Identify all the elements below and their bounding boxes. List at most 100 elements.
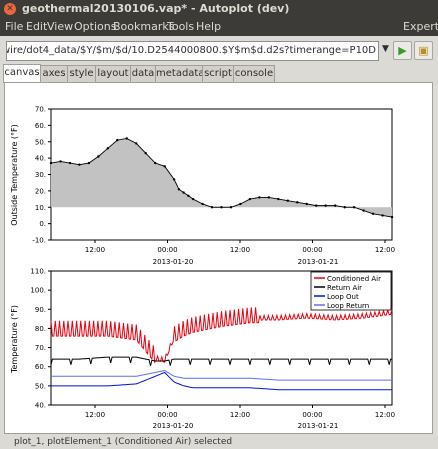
tab-data[interactable]: data bbox=[130, 65, 156, 82]
url-toolbar: y.net/~jbf/1wire/dot4_data/$Y/$m/$d/10.D… bbox=[0, 36, 438, 64]
go-button[interactable]: ▶ bbox=[393, 41, 412, 60]
top-point bbox=[296, 201, 299, 204]
top-point bbox=[248, 197, 252, 201]
tab-layout[interactable]: layout bbox=[95, 65, 131, 82]
top-point bbox=[87, 161, 91, 165]
plot-canvas[interactable]: 70. 60. 50. 40. 30. 20. 10. 0. -10. 12:00 00:00 12… bbox=[4, 82, 433, 434]
top-point bbox=[390, 215, 394, 219]
tab-canvas[interactable]: canvas bbox=[3, 64, 41, 83]
series-line-0 bbox=[50, 307, 393, 364]
top-point bbox=[59, 160, 62, 163]
chevron-down-icon[interactable]: ▼ bbox=[382, 44, 389, 54]
top-point bbox=[177, 188, 181, 191]
menu-bar: File Edit View Options Bookmarks Tools H… bbox=[0, 18, 438, 36]
top-point bbox=[187, 194, 190, 197]
top-point bbox=[191, 197, 195, 201]
tab-axes[interactable]: axes bbox=[40, 65, 68, 82]
browse-button[interactable]: ▣ bbox=[414, 41, 433, 60]
top-ytick-label: 50. bbox=[35, 138, 46, 146]
menu-options[interactable]: Options bbox=[74, 20, 117, 33]
top-x-ticks: 12:00 00:00 12:00 00:00 12:00 bbox=[85, 240, 395, 254]
top-point bbox=[144, 152, 147, 155]
top-point bbox=[267, 196, 271, 199]
top-point bbox=[343, 206, 346, 209]
top-point bbox=[371, 212, 375, 215]
window-title: geothermal20130106.vap* - Autoplot (dev) bbox=[22, 2, 290, 15]
menu-tools[interactable]: Tools bbox=[167, 20, 195, 33]
menu-expert[interactable]: Expert bbox=[403, 20, 438, 33]
top-point bbox=[163, 165, 166, 168]
top-point bbox=[286, 199, 290, 202]
series-line-1 bbox=[50, 356, 392, 366]
top-point bbox=[220, 206, 223, 209]
top-point bbox=[315, 204, 318, 207]
close-icon[interactable]: ✕ bbox=[4, 3, 16, 15]
plots-svg[interactable]: 70.60.50.40.30.20.10.0.-10. 12:00 00:00 12… bbox=[5, 83, 432, 433]
top-point bbox=[116, 138, 119, 142]
top-point bbox=[182, 191, 185, 194]
menu-bookmarks[interactable]: Bookmarks bbox=[113, 20, 175, 33]
bottom-ytick-label: 50. bbox=[35, 382, 46, 390]
bottom-ytick-label: 110. bbox=[30, 268, 46, 276]
top-point bbox=[239, 202, 242, 206]
top-date-1: 2013-01-20 bbox=[153, 258, 194, 266]
bottom-ytick-label: 40. bbox=[35, 402, 46, 410]
play-icon: ▶ bbox=[398, 44, 407, 57]
bottom-ytick-label: 100. bbox=[30, 287, 46, 295]
tab-bar: canvas axes style layout data metadata s… bbox=[0, 64, 438, 83]
bottom-plot-frame bbox=[50, 270, 393, 406]
top-ytick-label: 0. bbox=[39, 220, 46, 228]
menu-file[interactable]: File bbox=[5, 20, 24, 33]
menu-help[interactable]: Help bbox=[196, 20, 222, 33]
top-point bbox=[106, 147, 110, 150]
top-ytick-label: 40. bbox=[35, 155, 46, 163]
top-xtick-label: 12:00 bbox=[230, 246, 250, 254]
top-ytick-label: -10. bbox=[32, 237, 46, 245]
bottom-ytick-label: 80. bbox=[35, 325, 46, 333]
top-point bbox=[78, 163, 81, 166]
top-ytick-label: 10. bbox=[35, 204, 46, 212]
series-line-2 bbox=[51, 371, 392, 391]
bottom-xtick-label: 12:00 bbox=[230, 411, 250, 419]
bottom-xtick-label: 00:00 bbox=[302, 411, 322, 419]
top-xtick-label: 12:00 bbox=[85, 246, 105, 254]
top-point bbox=[333, 204, 337, 207]
top-point bbox=[172, 178, 176, 181]
menu-edit[interactable]: Edit bbox=[26, 20, 48, 33]
tab-metadata[interactable]: metadata bbox=[155, 65, 204, 82]
top-point bbox=[381, 214, 384, 217]
top-date-2: 2013-01-21 bbox=[298, 258, 339, 266]
top-point bbox=[305, 202, 308, 206]
tab-console[interactable]: console bbox=[233, 65, 275, 82]
bottom-y-label: Temperature (°F) bbox=[10, 305, 19, 374]
legend-loop-return: Loop Return bbox=[327, 302, 369, 310]
bottom-xtick-label: 12:00 bbox=[375, 411, 395, 419]
status-text: plot_1, plotElement_1 (Conditioned Air) … bbox=[14, 437, 233, 447]
tab-script[interactable]: script bbox=[202, 65, 234, 82]
bottom-xtick-label: 00:00 bbox=[157, 411, 177, 419]
legend-conditioned-air: Conditioned Air bbox=[327, 275, 381, 283]
top-point bbox=[324, 204, 327, 207]
top-y-label: Outside Temperature (°F) bbox=[10, 124, 19, 226]
top-area-fill bbox=[51, 138, 392, 218]
legend-return-air: Return Air bbox=[327, 284, 362, 292]
bottom-y-ticks: 110. 100. 90. 80. 70. 60. 50. 40. bbox=[30, 268, 51, 410]
status-bar: plot_1, plotElement_1 (Conditioned Air) … bbox=[4, 436, 431, 448]
bottom-ytick-label: 60. bbox=[35, 363, 46, 371]
top-point bbox=[362, 209, 365, 212]
top-point bbox=[277, 197, 280, 201]
top-xtick-label: 00:00 bbox=[157, 246, 177, 254]
bottom-x-ticks: 12:00 00:00 12:00 00:00 12:00 bbox=[85, 405, 395, 419]
top-xtick-label: 12:00 bbox=[375, 246, 395, 254]
url-input[interactable]: y.net/~jbf/1wire/dot4_data/$Y/$m/$d/10.D… bbox=[6, 41, 379, 61]
legend: Conditioned Air Return Air Loop Out Loop… bbox=[310, 271, 392, 311]
tab-style[interactable]: style bbox=[67, 65, 96, 82]
top-area-group bbox=[49, 137, 394, 219]
top-point bbox=[258, 196, 261, 199]
top-ytick-label: 60. bbox=[35, 122, 46, 130]
top-ytick-label: 70. bbox=[35, 106, 46, 114]
bottom-series-group bbox=[50, 307, 393, 391]
menu-view[interactable]: View bbox=[47, 20, 74, 33]
series-line-3 bbox=[51, 369, 392, 381]
top-point bbox=[135, 142, 138, 145]
